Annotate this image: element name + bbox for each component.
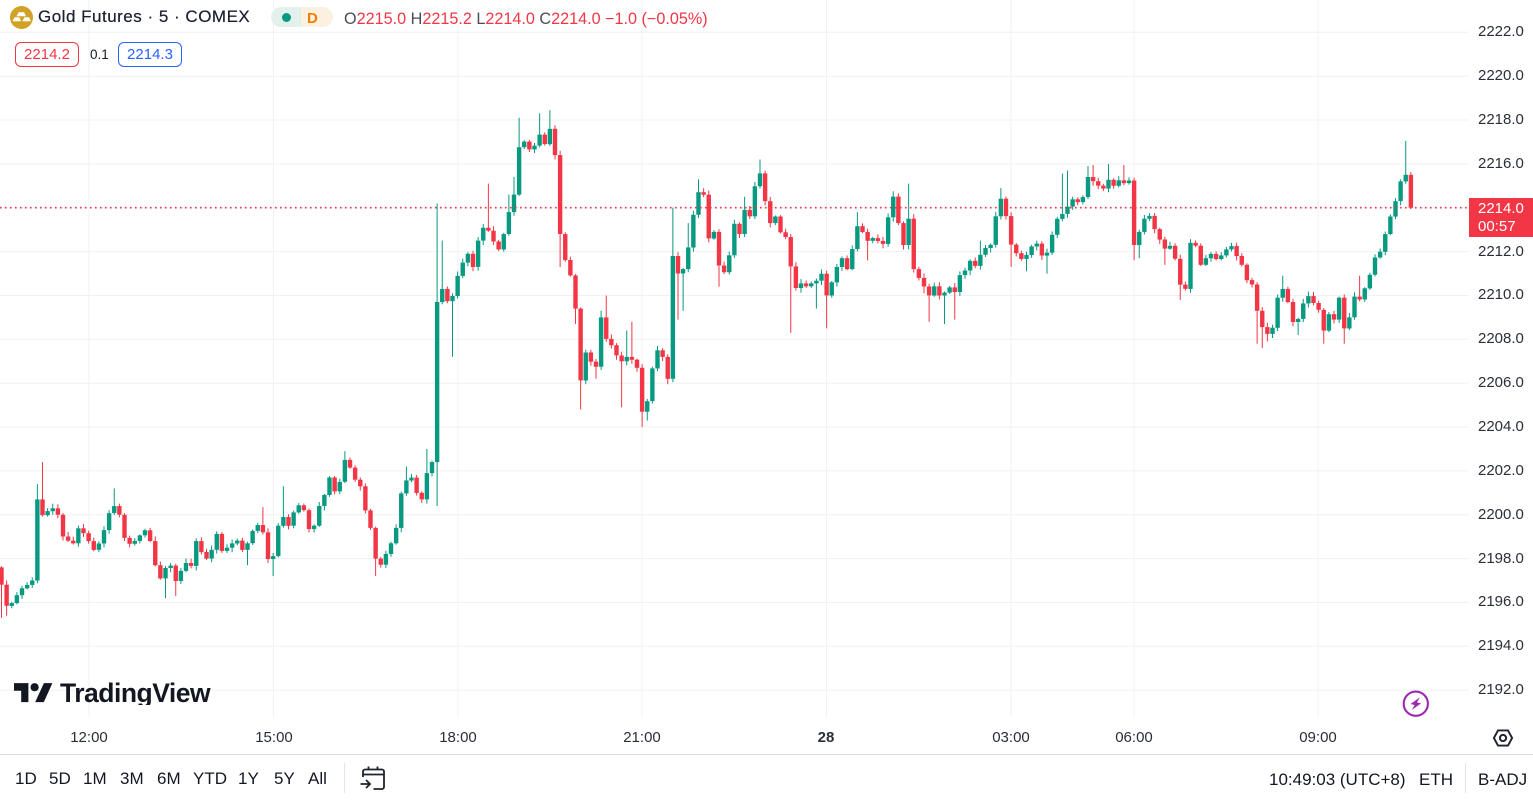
svg-text:TradingView: TradingView (60, 679, 211, 705)
